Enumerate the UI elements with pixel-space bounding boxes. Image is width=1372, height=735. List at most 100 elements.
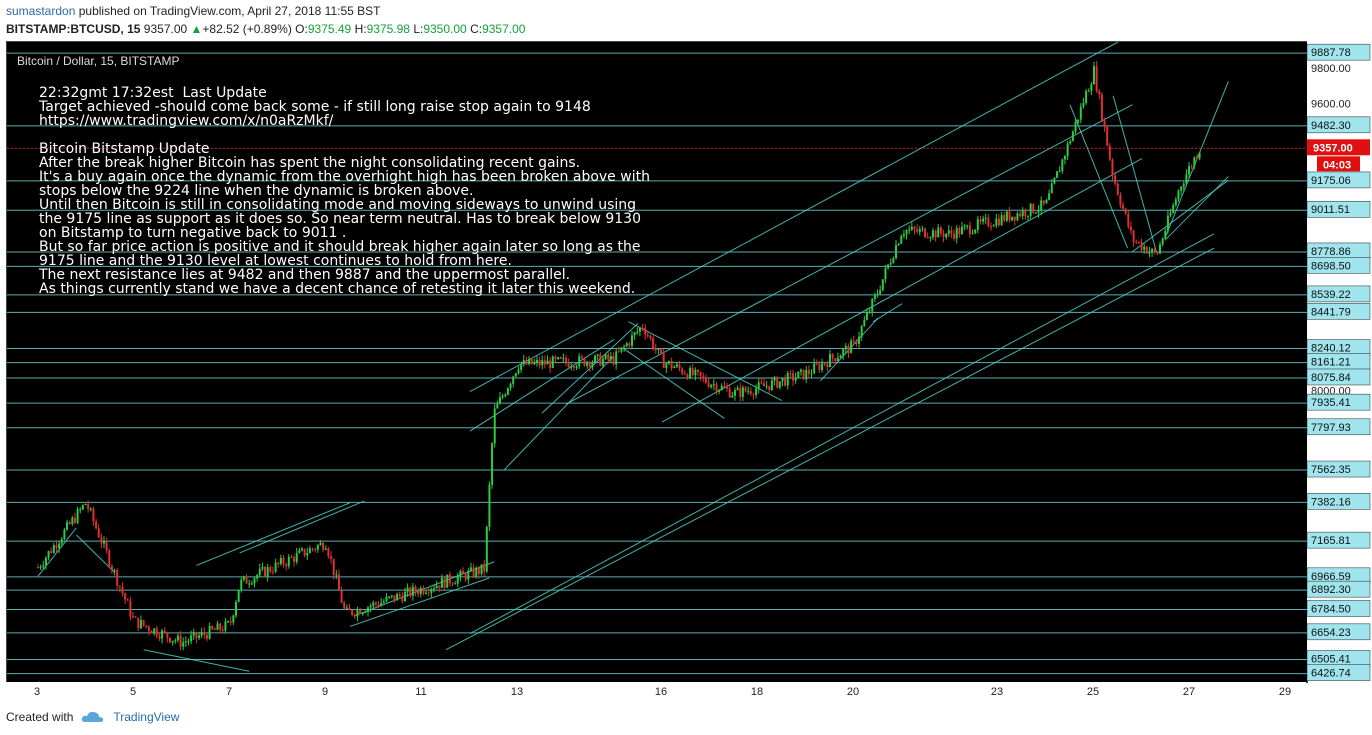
candle-body bbox=[433, 588, 435, 590]
candle-body bbox=[369, 606, 372, 608]
candle-body bbox=[945, 233, 948, 238]
candle-body bbox=[937, 227, 940, 238]
candle-body bbox=[205, 634, 208, 639]
price-axis[interactable]: 9800.00 9600.00 8000.00 9887.78 9482.30 9175.… bbox=[1306, 41, 1372, 681]
time-tick-label: 9 bbox=[322, 686, 328, 698]
candle-body bbox=[842, 349, 845, 356]
candle-body bbox=[802, 369, 805, 380]
candle-body bbox=[1058, 171, 1061, 173]
trend-line bbox=[503, 355, 615, 471]
candle-body bbox=[327, 548, 330, 557]
candle-body bbox=[1056, 171, 1059, 178]
candle-body bbox=[1008, 211, 1011, 221]
candle-body bbox=[200, 632, 203, 636]
tradingview-link[interactable]: TradingView bbox=[113, 710, 180, 724]
author-link[interactable]: sumastardon bbox=[6, 4, 76, 18]
current-price-label: 9357.00 bbox=[1313, 142, 1353, 154]
candle-body bbox=[1013, 216, 1016, 221]
candle-body bbox=[982, 218, 985, 222]
level-label: 8161.21 bbox=[1311, 357, 1351, 369]
annotation-line: stops below the 9224 line when the dynam… bbox=[39, 183, 474, 199]
candle-body bbox=[306, 553, 309, 556]
candle-body bbox=[456, 576, 459, 584]
candle-body bbox=[124, 593, 127, 600]
candle-body bbox=[1005, 211, 1008, 221]
ohlc-bar: BITSTAMP:BTCUSD, 15 9357.00 ▲+82.52 (+0.… bbox=[6, 22, 525, 36]
price-plot[interactable] bbox=[7, 42, 1307, 682]
candle-body bbox=[763, 383, 765, 387]
candle-body bbox=[926, 237, 929, 239]
publish-info: sumastardon published on TradingView.com… bbox=[6, 4, 380, 18]
candle-body bbox=[910, 226, 913, 230]
annotation-line: The next resistance lies at 9482 and the… bbox=[39, 267, 571, 283]
candle-body bbox=[599, 354, 602, 366]
candle-body bbox=[578, 356, 581, 367]
candle-body bbox=[39, 566, 42, 568]
change-value: +82.52 (+0.89%) bbox=[202, 22, 292, 36]
candle-body bbox=[860, 326, 863, 337]
candle-body bbox=[356, 609, 359, 617]
time-tick-label: 18 bbox=[751, 686, 763, 698]
candle-body bbox=[889, 262, 892, 265]
candle-body bbox=[403, 591, 406, 602]
candle-body bbox=[501, 396, 504, 398]
candle-body bbox=[514, 373, 517, 377]
candle-body bbox=[184, 641, 187, 643]
candle-body bbox=[551, 356, 554, 368]
candle-body bbox=[295, 552, 298, 562]
candle-body bbox=[778, 381, 781, 388]
annotation-line: But so far price action is positive and … bbox=[39, 239, 641, 255]
candle-body bbox=[169, 637, 171, 643]
candle-body bbox=[451, 583, 454, 585]
candle-body bbox=[731, 395, 734, 398]
candle-body bbox=[469, 567, 472, 571]
level-label: 8240.12 bbox=[1311, 343, 1351, 355]
candle-body bbox=[776, 377, 779, 388]
chart-pane[interactable]: Bitcoin / Dollar, 15, BITSTAMP 22:32gmt … bbox=[6, 41, 1308, 683]
candle-body bbox=[1042, 200, 1045, 204]
candle-body bbox=[955, 228, 958, 239]
candle-body bbox=[670, 361, 673, 369]
time-axis[interactable]: 3 5 7 9 11 13 16 18 20 23 25 27 29 bbox=[6, 682, 1306, 700]
candle-body bbox=[139, 620, 142, 629]
candle-body bbox=[884, 268, 887, 280]
time-tick-label: 13 bbox=[511, 686, 523, 698]
candle-body bbox=[198, 635, 201, 638]
candle-body bbox=[464, 573, 467, 580]
candle-body bbox=[73, 517, 76, 523]
candle-body bbox=[997, 218, 1000, 226]
candle-body bbox=[1077, 119, 1080, 123]
candle-body bbox=[525, 360, 528, 365]
candle-body bbox=[852, 340, 855, 342]
candle-body bbox=[483, 564, 486, 572]
level-label: 8441.79 bbox=[1311, 306, 1351, 318]
candle-body bbox=[528, 358, 531, 365]
candle-body bbox=[287, 556, 290, 566]
candle-body bbox=[1053, 177, 1056, 184]
candle-body bbox=[92, 508, 95, 522]
candle-body bbox=[311, 548, 314, 550]
candle-body bbox=[660, 348, 663, 354]
candle-body bbox=[987, 217, 990, 227]
candle-body bbox=[250, 583, 253, 585]
candle-body bbox=[736, 387, 739, 391]
candle-body bbox=[245, 576, 248, 584]
level-label-box bbox=[1306, 393, 1371, 411]
candle-body bbox=[792, 373, 795, 381]
level-label: 7797.93 bbox=[1311, 422, 1351, 434]
candle-body bbox=[847, 345, 850, 354]
candle-body bbox=[1100, 94, 1103, 121]
candle-body bbox=[673, 366, 676, 369]
candle-body bbox=[773, 377, 776, 381]
candle-body bbox=[934, 230, 937, 238]
candle-body bbox=[781, 378, 784, 382]
candle-body bbox=[242, 576, 245, 580]
candle-body bbox=[258, 568, 261, 576]
candle-body bbox=[609, 356, 612, 360]
candle-body bbox=[799, 369, 802, 372]
candle-body bbox=[1011, 216, 1014, 221]
candle-body bbox=[707, 382, 710, 387]
trend-line bbox=[661, 158, 1143, 423]
level-label-box bbox=[1306, 418, 1371, 436]
candle-body bbox=[752, 394, 755, 396]
